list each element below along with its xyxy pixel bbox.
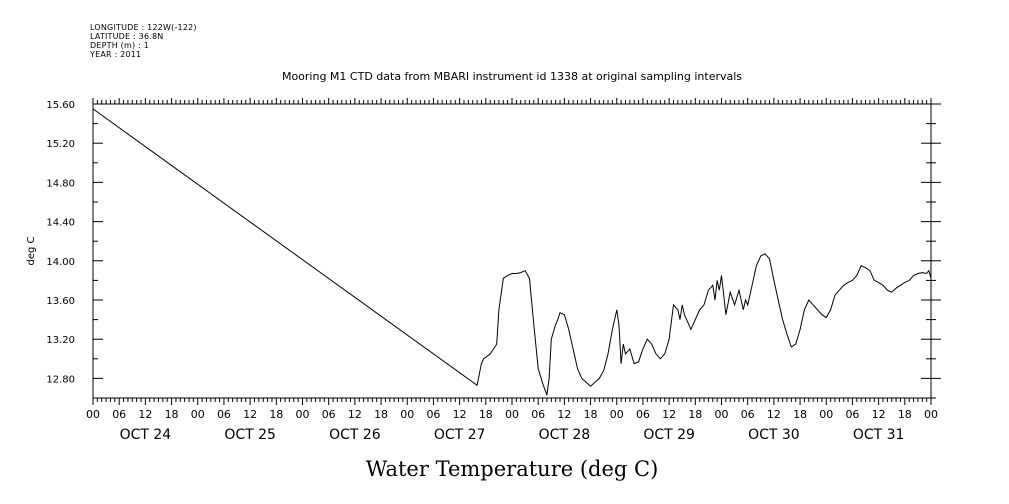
x-tick-label: 06	[845, 408, 859, 421]
x-tick-label: 12	[243, 408, 257, 421]
metadata-latitude: LATITUDE : 36.8N	[90, 32, 164, 41]
plot-frame	[92, 103, 932, 399]
x-tick-label: 00	[86, 408, 100, 421]
x-day-label: OCT 25	[224, 427, 276, 443]
y-tick-label: 13.20	[46, 335, 75, 346]
x-tick-label: 12	[557, 408, 571, 421]
x-tick-label: 00	[715, 408, 729, 421]
metadata-block: LONGITUDE : 122W(-122) LATITUDE : 36.8N …	[90, 23, 197, 59]
x-day-label: OCT 29	[643, 427, 695, 443]
metadata-depth: DEPTH (m) : 1	[90, 41, 149, 50]
x-tick-label: 12	[453, 408, 467, 421]
x-day-label: OCT 30	[748, 427, 800, 443]
x-tick-label: 06	[426, 408, 440, 421]
x-tick-label: 18	[374, 408, 388, 421]
x-day-label: OCT 26	[329, 427, 381, 443]
x-tick-label: 18	[269, 408, 283, 421]
x-tick-label: 18	[793, 408, 807, 421]
x-axis-label: Water Temperature (deg C)	[366, 457, 659, 481]
x-tick-label: 06	[741, 408, 755, 421]
x-tick-label: 00	[400, 408, 414, 421]
x-tick-label: 00	[819, 408, 833, 421]
x-day-label: OCT 28	[539, 427, 591, 443]
x-tick-label: 18	[165, 408, 179, 421]
y-tick-label: 12.80	[46, 374, 75, 385]
x-tick-label: 12	[767, 408, 781, 421]
y-axis: 12.80 13.20 13.60 14.00 14.40 14.80 15.20 15.60	[46, 100, 941, 399]
y-tick-label: 14.80	[46, 178, 75, 189]
metadata-longitude: LONGITUDE : 122W(-122)	[90, 23, 197, 32]
x-tick-label: 00	[505, 408, 519, 421]
x-tick-label: 12	[348, 408, 362, 421]
y-axis-label: deg C	[26, 236, 37, 265]
x-tick-label: 18	[584, 408, 598, 421]
x-tick-label: 00	[924, 408, 938, 421]
y-tick-label: 15.20	[46, 139, 75, 150]
x-tick-label: 06	[636, 408, 650, 421]
x-day-label: OCT 27	[434, 427, 486, 443]
x-tick-label: 12	[662, 408, 676, 421]
x-axis: 00 06 12 18 00 06 12 18 00 06 12 18 00 06 12 18 00 06 12 18…	[86, 98, 938, 443]
x-tick-label: 00	[296, 408, 310, 421]
x-day-label: OCT 31	[853, 427, 905, 443]
x-tick-label: 06	[531, 408, 545, 421]
x-tick-label: 18	[898, 408, 912, 421]
x-tick-label: 00	[191, 408, 205, 421]
x-tick-label: 06	[112, 408, 126, 421]
y-tick-label: 15.60	[46, 100, 75, 111]
x-tick-label: 18	[688, 408, 702, 421]
y-tick-label: 14.00	[46, 257, 75, 268]
metadata-year: YEAR : 2011	[90, 50, 142, 59]
x-tick-label: 18	[479, 408, 493, 421]
x-day-label: OCT 24	[120, 427, 172, 443]
x-tick-label: 12	[872, 408, 886, 421]
x-tick-label: 12	[138, 408, 152, 421]
x-tick-label: 06	[217, 408, 231, 421]
x-tick-label: 00	[610, 408, 624, 421]
series-line-water-temperature	[92, 108, 932, 396]
chart-title: Mooring M1 CTD data from MBARI instrumen…	[282, 70, 742, 83]
y-tick-label: 13.60	[46, 296, 75, 307]
x-tick-label: 06	[322, 408, 336, 421]
y-tick-label: 14.40	[46, 218, 75, 229]
